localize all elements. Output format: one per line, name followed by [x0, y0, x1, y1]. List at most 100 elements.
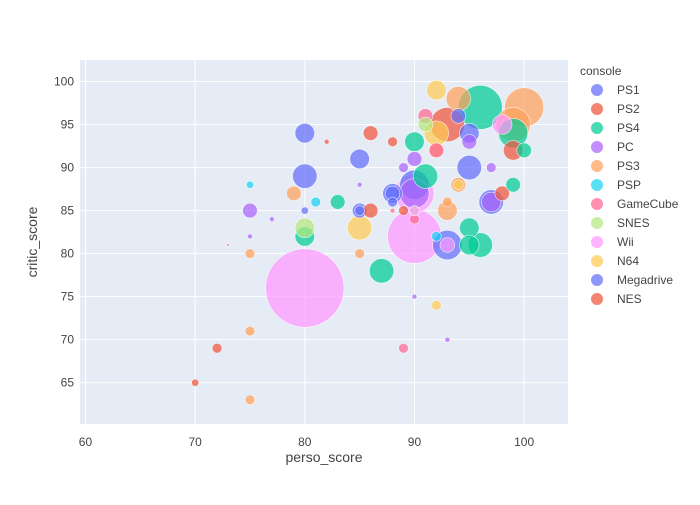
- data-point-wii[interactable]: [409, 205, 420, 216]
- data-point-psp[interactable]: [431, 231, 442, 242]
- data-point-snes[interactable]: [294, 217, 315, 238]
- data-point-ps3[interactable]: [442, 196, 453, 208]
- data-point-ps2[interactable]: [387, 136, 398, 147]
- data-points: [191, 80, 545, 406]
- data-point-psp[interactable]: [246, 180, 254, 189]
- y-axis-title: critic_score: [24, 206, 40, 277]
- legend-label: NES: [617, 292, 642, 306]
- data-point-nes[interactable]: [323, 138, 330, 145]
- legend-label: PC: [617, 140, 634, 154]
- data-point-snes[interactable]: [417, 116, 434, 133]
- data-point-ps4[interactable]: [459, 217, 480, 238]
- data-point-n64[interactable]: [426, 80, 447, 101]
- y-axis-ticks: 65 70 75 80 85 90 95 100: [54, 75, 74, 390]
- legend-label: PS4: [617, 121, 640, 135]
- data-point-gamecube[interactable]: [428, 142, 445, 159]
- x-tick-label: 60: [79, 435, 93, 449]
- legend-item-ps3[interactable]: PS3: [591, 159, 640, 173]
- data-point-pc[interactable]: [242, 202, 258, 219]
- data-point-pc[interactable]: [444, 336, 451, 343]
- data-point-ps4[interactable]: [505, 177, 521, 193]
- data-point-ps3[interactable]: [445, 86, 471, 112]
- data-point-ps3[interactable]: [244, 248, 256, 259]
- legend-marker: [591, 141, 603, 153]
- data-point-ps3[interactable]: [354, 248, 365, 259]
- data-point-n64[interactable]: [453, 179, 464, 190]
- legend-marker: [591, 122, 603, 134]
- legend-label: PS3: [617, 159, 640, 173]
- data-point-ps2[interactable]: [362, 202, 379, 219]
- data-point-ps2[interactable]: [494, 185, 510, 202]
- data-point-nes[interactable]: [226, 243, 230, 247]
- data-point-ps4[interactable]: [369, 258, 395, 284]
- data-point-nes[interactable]: [398, 205, 409, 216]
- x-tick-label: 100: [514, 435, 534, 449]
- data-point-ps1[interactable]: [387, 196, 398, 208]
- data-point-megadrive[interactable]: [300, 206, 309, 215]
- legend-item-wii[interactable]: Wii: [591, 235, 634, 249]
- data-point-wii[interactable]: [265, 248, 345, 328]
- legend-item-pc[interactable]: PC: [591, 140, 634, 154]
- data-point-ps4[interactable]: [330, 194, 346, 210]
- data-point-pc[interactable]: [406, 151, 423, 167]
- x-tick-label: 70: [188, 435, 202, 449]
- data-point-psp[interactable]: [310, 196, 321, 208]
- data-point-ps1[interactable]: [294, 123, 315, 144]
- legend-label: PS1: [617, 83, 640, 97]
- y-tick-label: 90: [61, 161, 75, 175]
- legend-item-megadrive[interactable]: Megadrive: [591, 273, 673, 287]
- data-point-gamecube[interactable]: [398, 343, 409, 354]
- data-point-ps3[interactable]: [244, 325, 256, 337]
- legend-item-psp[interactable]: PSP: [591, 178, 641, 192]
- data-point-ps2[interactable]: [362, 125, 379, 141]
- legend-marker: [591, 274, 603, 286]
- legend-item-ps4[interactable]: PS4: [591, 121, 640, 135]
- legend-marker: [591, 293, 603, 305]
- data-point-ps1[interactable]: [292, 163, 318, 189]
- legend-item-n64[interactable]: N64: [591, 254, 639, 268]
- data-point-ps2[interactable]: [191, 378, 200, 387]
- data-point-ps3[interactable]: [286, 185, 302, 202]
- data-point-ps4[interactable]: [412, 163, 438, 189]
- legend-marker: [591, 236, 603, 248]
- data-point-gamecube[interactable]: [389, 207, 396, 214]
- data-point-ps4[interactable]: [404, 131, 425, 152]
- x-tick-label: 90: [408, 435, 422, 449]
- data-point-megadrive[interactable]: [354, 205, 365, 216]
- data-point-ps4[interactable]: [459, 234, 480, 256]
- data-point-pc[interactable]: [411, 293, 418, 300]
- data-point-ps3[interactable]: [244, 394, 256, 406]
- data-point-n64[interactable]: [431, 300, 442, 311]
- data-point-pc[interactable]: [247, 233, 253, 240]
- data-point-pc[interactable]: [486, 162, 497, 173]
- x-axis-ticks: 60 70 80 90 100: [79, 435, 535, 449]
- legend-label: SNES: [617, 216, 650, 230]
- legend-label: Wii: [617, 235, 634, 249]
- data-point-pc[interactable]: [461, 134, 477, 150]
- legend-item-gamecube[interactable]: GameCube: [591, 197, 679, 211]
- legend-item-ps1[interactable]: PS1: [591, 83, 640, 97]
- data-point-pc[interactable]: [269, 216, 275, 222]
- legend-marker: [591, 103, 603, 115]
- data-point-pc[interactable]: [398, 162, 409, 173]
- legend-label: PSP: [617, 178, 641, 192]
- data-point-ps1[interactable]: [456, 155, 482, 181]
- data-point-pc[interactable]: [356, 182, 363, 188]
- legend-item-snes[interactable]: SNES: [591, 216, 650, 230]
- data-point-ps1[interactable]: [349, 148, 370, 170]
- legend-marker: [591, 179, 603, 191]
- legend-marker: [591, 217, 603, 229]
- data-point-wii[interactable]: [492, 114, 513, 135]
- legend-label: Megadrive: [617, 273, 673, 287]
- legend-label: GameCube: [617, 197, 679, 211]
- legend-item-ps2[interactable]: PS2: [591, 102, 640, 116]
- legend-item-nes[interactable]: NES: [591, 292, 642, 306]
- legend-marker: [591, 84, 603, 96]
- data-point-ps2[interactable]: [211, 343, 223, 354]
- data-point-ps4[interactable]: [516, 142, 532, 159]
- data-point-ps1[interactable]: [450, 108, 466, 124]
- data-point-n64[interactable]: [347, 215, 373, 241]
- legend-title: console: [580, 64, 622, 78]
- data-point-wii[interactable]: [439, 237, 456, 253]
